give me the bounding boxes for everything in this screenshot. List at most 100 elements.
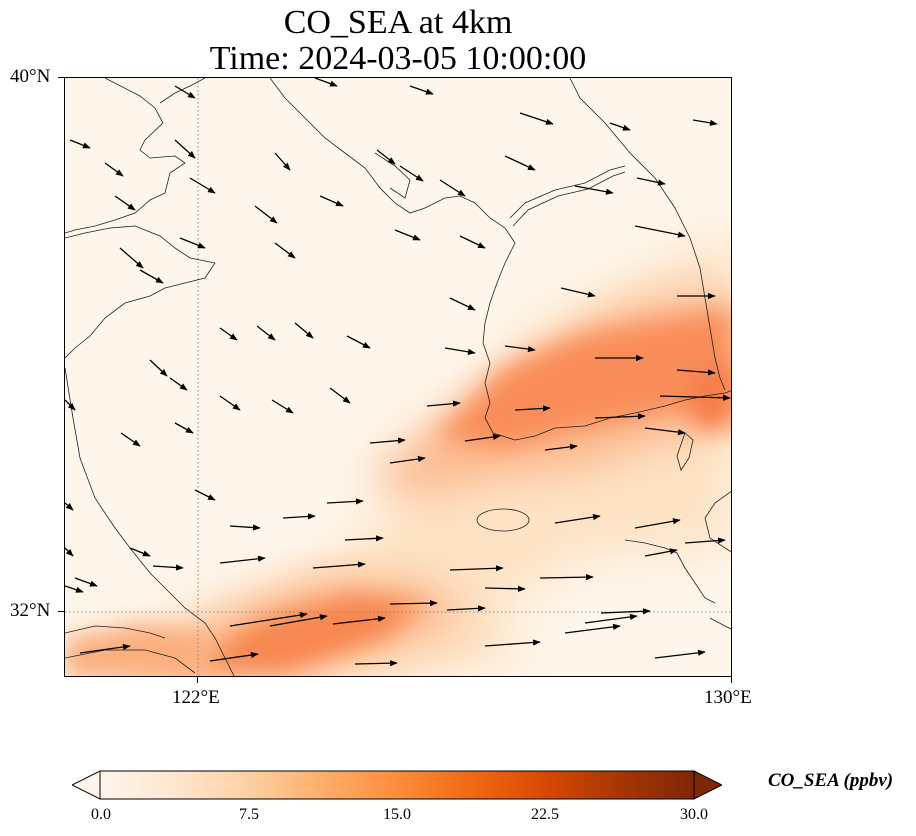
lon-tick-label-122: 122°E <box>172 687 220 708</box>
wind-vector-arrow <box>329 387 351 404</box>
wind-vector-arrow <box>65 502 74 511</box>
wind-vector-arrow <box>449 565 504 572</box>
wind-vector-arrow <box>69 139 91 149</box>
colorbar-tick-1: 7.5 <box>239 806 259 823</box>
wind-vector-arrow <box>139 269 164 284</box>
wind-vector-arrow <box>219 327 238 341</box>
korea-boundary-line-2 <box>512 171 626 227</box>
wind-vector-arrow <box>219 395 241 411</box>
korea-plume-core <box>435 308 731 448</box>
wind-vector-arrow <box>369 437 406 444</box>
wind-vector-arrow <box>346 335 371 349</box>
wind-vector-arrow <box>169 377 188 391</box>
korea-south-coastline <box>492 390 731 441</box>
korea-east-coastline <box>569 78 726 391</box>
wind-vector-arrow <box>449 297 476 311</box>
wind-vector-arrow <box>120 432 141 447</box>
wind-vector-arrow <box>282 513 316 520</box>
korea-boundary-line <box>509 165 626 219</box>
wind-vector-arrow <box>394 229 421 241</box>
wind-vector-arrow <box>219 555 266 564</box>
wind-vector-arrow <box>174 85 196 99</box>
wind-vector-arrow <box>189 177 216 194</box>
korea-west-coastline <box>482 242 516 434</box>
wind-vector-arrow <box>229 611 308 627</box>
wind-vector-arrow <box>294 322 314 339</box>
yangtze-estuary-north <box>65 625 166 639</box>
wind-vector-arrow <box>554 513 601 524</box>
map-panel <box>64 77 732 677</box>
wind-vector-arrow <box>484 639 541 647</box>
wind-vector-arrow <box>254 205 278 224</box>
wind-vector-arrow <box>439 179 466 197</box>
lon-tick-mark-130 <box>731 677 732 683</box>
wind-vector-arrow <box>274 152 291 171</box>
shandong-coastline <box>65 225 216 359</box>
coastlines <box>65 78 731 676</box>
lat-tick-mark-40 <box>58 77 64 78</box>
wind-vector-arrow <box>326 498 364 505</box>
colorbar-tick-0: 0.0 <box>91 806 111 823</box>
wind-vector-arrow <box>444 347 476 355</box>
wind-vector-arrow <box>519 112 554 125</box>
wind-vector-arrow <box>312 561 366 569</box>
colorbar-max-extend <box>693 770 722 800</box>
yangtze-estuary-south <box>65 649 196 674</box>
wind-vector-arrow <box>539 574 594 581</box>
southern-plume-core <box>185 593 425 673</box>
wind-vector-arrow <box>692 119 718 126</box>
wind-vector-arrow <box>319 195 344 207</box>
wind-vector-arrow <box>654 649 706 659</box>
colorbar-tick-4: 30.0 <box>680 806 708 823</box>
colorbar-min-extend <box>72 770 101 800</box>
jiangsu-coastline <box>65 367 235 676</box>
wind-vector-arrow <box>634 518 681 529</box>
lat-tick-label-40: 40°N <box>10 66 51 87</box>
wind-vector-arrow <box>332 615 386 625</box>
wind-vector-arrow <box>65 399 76 411</box>
wind-vector-arrow <box>271 399 294 414</box>
wind-vector-arrow <box>600 608 651 615</box>
wind-vector-arrow <box>464 433 501 442</box>
wind-vector-arrow <box>676 369 716 376</box>
wind-vector-arrow <box>65 547 74 557</box>
wind-vector-arrow <box>634 225 686 238</box>
wind-vector-arrow <box>179 237 206 249</box>
wind-vector-arrow <box>514 405 551 412</box>
wind-vector-arrow <box>256 325 276 341</box>
wind-vectors <box>65 78 731 667</box>
kyushu-coastline <box>704 490 731 553</box>
co-concentration-field <box>65 78 731 676</box>
wind-vector-arrow <box>544 443 578 451</box>
wind-vector-arrow <box>174 139 196 159</box>
wind-vector-arrow <box>659 394 731 401</box>
map-title-line-2: Time: 2024-03-05 10:00:00 <box>209 40 587 77</box>
wind-vector-arrow <box>459 235 486 249</box>
wind-vector-arrow <box>229 524 261 531</box>
wind-vector-arrow <box>636 177 666 186</box>
lat-tick-label-32: 32°N <box>10 600 51 621</box>
wind-vector-arrow <box>274 242 296 259</box>
wind-vector-arrow <box>684 537 726 544</box>
wind-vector-arrow <box>399 165 424 182</box>
kyushu-southwest-coast <box>709 617 731 630</box>
wind-vector-arrow <box>152 564 184 571</box>
wind-vector-arrow <box>314 78 338 87</box>
wind-vector-arrow <box>344 535 384 542</box>
wind-vector-arrow <box>376 149 396 165</box>
lon-tick-label-130: 130°E <box>704 687 752 708</box>
wind-vector-arrow <box>504 155 536 171</box>
wind-vector-arrow <box>129 547 151 557</box>
kyushu-west-islands <box>624 539 716 604</box>
wind-vector-arrow <box>119 247 144 269</box>
map-title-line-1: CO_SEA at 4km <box>283 4 513 41</box>
wind-vector-arrow <box>149 359 168 377</box>
wind-vector-arrow <box>446 605 486 612</box>
wind-vector-arrow <box>504 345 536 353</box>
colorbar-gradient <box>99 770 695 800</box>
lat-tick-mark-32 <box>58 611 64 612</box>
wind-vector-arrow <box>79 643 131 654</box>
wind-vector-arrow <box>114 195 136 211</box>
colorbar-tick-2: 15.0 <box>383 806 411 823</box>
wind-vector-arrow <box>426 400 461 407</box>
